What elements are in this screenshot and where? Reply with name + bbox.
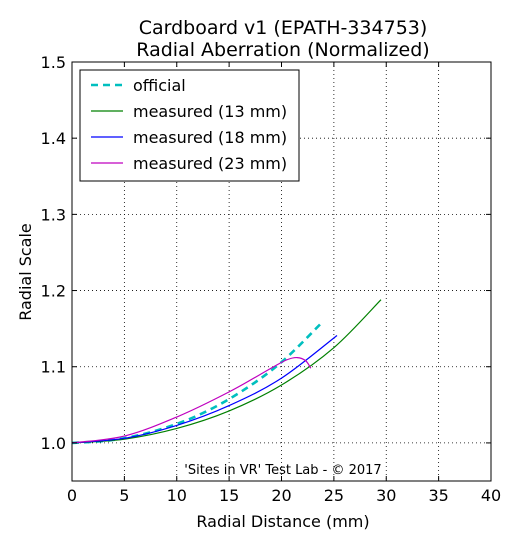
y-tick-label: 1.5: [41, 53, 66, 72]
x-tick-label: 20: [271, 486, 291, 505]
x-tick-label: 0: [67, 486, 77, 505]
series-line-measured-13mm: [71, 299, 382, 444]
y-tick-labels: 1.0 1.1 1.2 1.3 1.4 1.5: [41, 53, 66, 453]
series-group: [71, 299, 382, 445]
x-tick-label: 5: [119, 486, 129, 505]
legend: official measured (13 mm) measured (18 m…: [79, 69, 300, 182]
x-tick-label: 30: [376, 486, 396, 505]
x-tick-label: 25: [324, 486, 344, 505]
copyright-annotation: 'Sites in VR' Test Lab - © 2017: [184, 463, 381, 478]
x-tick-label: 10: [167, 486, 187, 505]
chart-title-line-2: Radial Aberration (Normalized): [136, 39, 429, 61]
ticks: [71, 61, 492, 481]
y-axis-label: Radial Scale: [16, 223, 35, 321]
y-tick-label: 1.1: [41, 358, 66, 377]
x-tick-label: 15: [219, 486, 239, 505]
y-tick-label: 1.4: [41, 129, 66, 148]
series-line-measured-18mm: [71, 335, 338, 444]
legend-label-measured-18mm: measured (18 mm): [133, 128, 287, 147]
series-line-measured-23mm: [71, 356, 312, 444]
legend-label-official: official: [133, 76, 186, 95]
x-tick-label: 40: [481, 486, 501, 505]
x-tick-labels: 0 5 10 15 20 25 30 35 40: [67, 486, 501, 505]
legend-label-measured-13mm: measured (13 mm): [133, 102, 287, 121]
y-tick-label: 1.0: [41, 434, 66, 453]
legend-label-measured-23mm: measured (23 mm): [133, 154, 287, 173]
x-tick-label: 35: [428, 486, 448, 505]
chart-title-line-1: Cardboard v1 (EPATH-334753): [139, 17, 428, 39]
y-tick-label: 1.3: [41, 205, 66, 224]
y-tick-label: 1.2: [41, 282, 66, 301]
x-axis-label: Radial Distance (mm): [196, 512, 369, 531]
